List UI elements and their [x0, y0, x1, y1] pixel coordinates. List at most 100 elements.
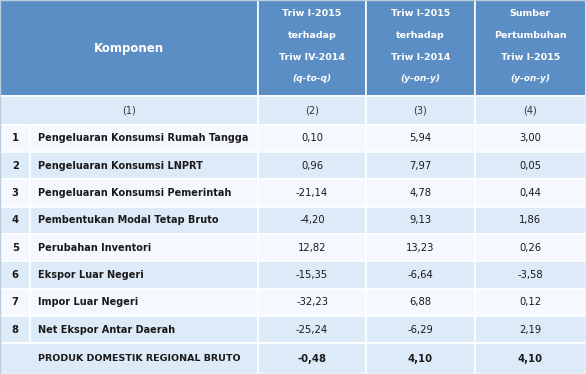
Bar [258, 96, 366, 125]
Bar [0, 316, 30, 343]
Text: 4,78: 4,78 [410, 188, 431, 198]
Bar [258, 289, 366, 316]
Text: 3: 3 [12, 188, 19, 198]
Bar [30, 234, 258, 261]
Text: 5,94: 5,94 [410, 133, 431, 143]
Bar [258, 316, 366, 343]
Bar [258, 0, 366, 96]
Text: (4): (4) [523, 105, 537, 116]
Bar [258, 152, 366, 179]
Bar [30, 125, 258, 152]
Bar [258, 125, 366, 152]
Text: PRODUK DOMESTIK REGIONAL BRUTO: PRODUK DOMESTIK REGIONAL BRUTO [38, 354, 240, 363]
Text: Triw I-2014: Triw I-2014 [391, 52, 450, 61]
Text: Pertumbuhan: Pertumbuhan [494, 31, 567, 40]
Text: -6,64: -6,64 [408, 270, 433, 280]
Bar [0, 261, 30, 289]
Text: Pengeluaran Konsumsi Pemerintah: Pengeluaran Konsumsi Pemerintah [38, 188, 231, 198]
Text: 6: 6 [12, 270, 19, 280]
Text: 4: 4 [12, 215, 19, 225]
Bar [258, 206, 366, 234]
Text: Triw IV-2014: Triw IV-2014 [279, 52, 345, 61]
Bar [30, 179, 258, 206]
Bar [0, 125, 30, 152]
Text: -6,29: -6,29 [407, 325, 434, 335]
Text: 1,86: 1,86 [519, 215, 541, 225]
Text: (3): (3) [414, 105, 427, 116]
Bar [0, 96, 258, 125]
Text: 4,10: 4,10 [408, 354, 433, 364]
Bar [366, 96, 475, 125]
Text: Triw I-2015: Triw I-2015 [500, 52, 560, 61]
Bar [30, 289, 258, 316]
Text: 0,96: 0,96 [301, 160, 323, 171]
Bar [366, 316, 475, 343]
Bar [0, 0, 258, 96]
Text: -25,24: -25,24 [296, 325, 328, 335]
Text: terhadap: terhadap [288, 31, 336, 40]
Bar [30, 261, 258, 289]
Bar [475, 343, 586, 374]
Bar [0, 179, 30, 206]
Bar [30, 316, 258, 343]
Text: Triw I-2015: Triw I-2015 [391, 9, 450, 18]
Text: (2): (2) [305, 105, 319, 116]
Text: 7,97: 7,97 [410, 160, 431, 171]
Text: (1): (1) [122, 105, 136, 116]
Bar [475, 234, 586, 261]
Bar [366, 206, 475, 234]
Text: -21,14: -21,14 [296, 188, 328, 198]
Bar [366, 179, 475, 206]
Text: -4,20: -4,20 [299, 215, 325, 225]
Text: 8: 8 [12, 325, 19, 335]
Bar [258, 179, 366, 206]
Text: Ekspor Luar Negeri: Ekspor Luar Negeri [38, 270, 143, 280]
Bar [475, 152, 586, 179]
Bar [366, 289, 475, 316]
Bar [258, 234, 366, 261]
Bar [366, 343, 475, 374]
Bar [366, 234, 475, 261]
Text: 0,05: 0,05 [519, 160, 541, 171]
Text: 2,19: 2,19 [519, 325, 541, 335]
Text: 13,23: 13,23 [406, 243, 435, 252]
Text: Sumber: Sumber [510, 9, 551, 18]
Text: 0,44: 0,44 [519, 188, 541, 198]
Text: 4,10: 4,10 [518, 354, 543, 364]
Bar [475, 316, 586, 343]
Bar [475, 261, 586, 289]
Text: (y-on-y): (y-on-y) [510, 74, 550, 83]
Text: 6,88: 6,88 [410, 297, 431, 307]
Text: 3,00: 3,00 [519, 133, 541, 143]
Text: -0,48: -0,48 [298, 354, 326, 364]
Text: 12,82: 12,82 [298, 243, 326, 252]
Text: 9,13: 9,13 [410, 215, 431, 225]
Text: -32,23: -32,23 [296, 297, 328, 307]
Bar [0, 289, 30, 316]
Bar [30, 152, 258, 179]
Bar [475, 0, 586, 96]
Text: (y-on-y): (y-on-y) [400, 74, 441, 83]
Bar [475, 125, 586, 152]
Bar [475, 289, 586, 316]
Text: -3,58: -3,58 [517, 270, 543, 280]
Bar [366, 0, 475, 96]
Text: -15,35: -15,35 [296, 270, 328, 280]
Bar [0, 206, 30, 234]
Text: (q-to-q): (q-to-q) [292, 74, 332, 83]
Text: 1: 1 [12, 133, 19, 143]
Text: Net Ekspor Antar Daerah: Net Ekspor Antar Daerah [38, 325, 175, 335]
Text: Triw I-2015: Triw I-2015 [282, 9, 342, 18]
Bar [366, 152, 475, 179]
Bar [258, 343, 366, 374]
Text: 0,26: 0,26 [519, 243, 541, 252]
Text: Perubahan Inventori: Perubahan Inventori [38, 243, 151, 252]
Text: Pengeluaran Konsumsi LNPRT: Pengeluaran Konsumsi LNPRT [38, 160, 202, 171]
Text: Pengeluaran Konsumsi Rumah Tangga: Pengeluaran Konsumsi Rumah Tangga [38, 133, 248, 143]
Bar [0, 152, 30, 179]
Bar [366, 261, 475, 289]
Bar [258, 261, 366, 289]
Bar [0, 343, 258, 374]
Bar [475, 96, 586, 125]
Text: 7: 7 [12, 297, 19, 307]
